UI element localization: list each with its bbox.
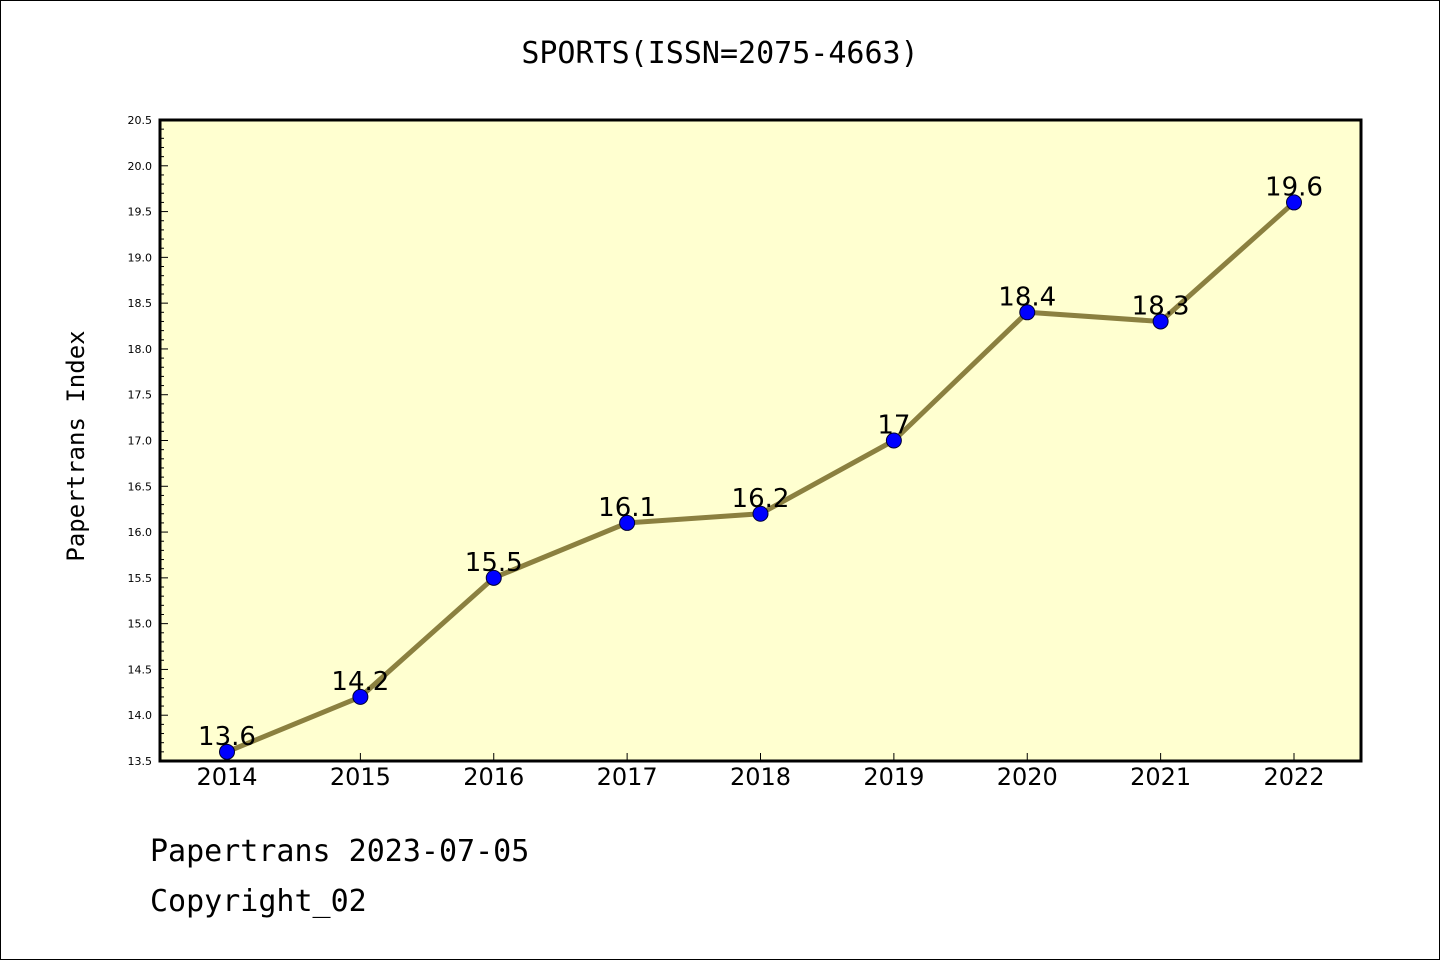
data-point (885, 432, 902, 449)
y-tick-label: 20.5 (128, 114, 153, 127)
data-point (752, 505, 769, 522)
data-point (1152, 313, 1169, 330)
data-label: 13.6 (198, 722, 256, 752)
x-tick-label: 2022 (1263, 763, 1324, 791)
data-label: 15.5 (465, 548, 523, 578)
x-tick-label: 2021 (1130, 763, 1191, 791)
x-tick-label: 2017 (597, 763, 658, 791)
y-tick-label: 18.5 (128, 297, 153, 310)
y-tick-label: 19.5 (128, 206, 153, 219)
data-point (219, 743, 235, 760)
data-point (352, 688, 369, 705)
y-tick-label: 18.0 (128, 343, 153, 356)
chart-title: SPORTS(ISSN=2075-4663) (521, 36, 919, 71)
x-tick-label: 2018 (730, 763, 791, 791)
y-tick-label: 14.0 (128, 709, 153, 722)
x-tick-label: 2020 (997, 763, 1058, 791)
data-label: 16.2 (732, 484, 790, 514)
x-tick-label: 2015 (330, 763, 391, 791)
data-point (485, 569, 502, 586)
x-tick-label: 2019 (863, 763, 924, 791)
x-tick-label: 2016 (463, 763, 524, 791)
y-axis-title: Papertrans Index (62, 330, 90, 561)
y-tick-label: 17.0 (128, 435, 153, 448)
y-tick-label: 17.5 (128, 389, 153, 402)
data-label: 18.3 (1132, 291, 1190, 321)
plot-area (158, 118, 1363, 763)
data-label: 14.2 (331, 667, 389, 697)
data-label: 16.1 (598, 493, 656, 523)
y-tick-label: 16.5 (128, 480, 153, 493)
y-tick-label: 14.5 (128, 663, 153, 676)
y-tick-label: 20.0 (128, 160, 153, 173)
y-tick-label: 15.0 (128, 618, 153, 631)
data-point (1019, 304, 1036, 321)
data-point (1286, 194, 1302, 211)
x-tick-label: 2014 (196, 763, 257, 791)
data-label: 19.6 (1265, 172, 1323, 202)
data-label: 17 (877, 411, 910, 441)
data-label: 18.4 (998, 282, 1056, 312)
y-tick-label: 13.5 (128, 755, 153, 768)
data-point (619, 514, 636, 531)
y-tick-label: 19.0 (128, 251, 153, 264)
y-tick-label: 16.0 (128, 526, 153, 539)
y-tick-label: 15.5 (128, 572, 153, 585)
footer-date: Papertrans 2023-07-05 (150, 834, 530, 869)
footer-copyright: Copyright_02 (150, 884, 367, 919)
